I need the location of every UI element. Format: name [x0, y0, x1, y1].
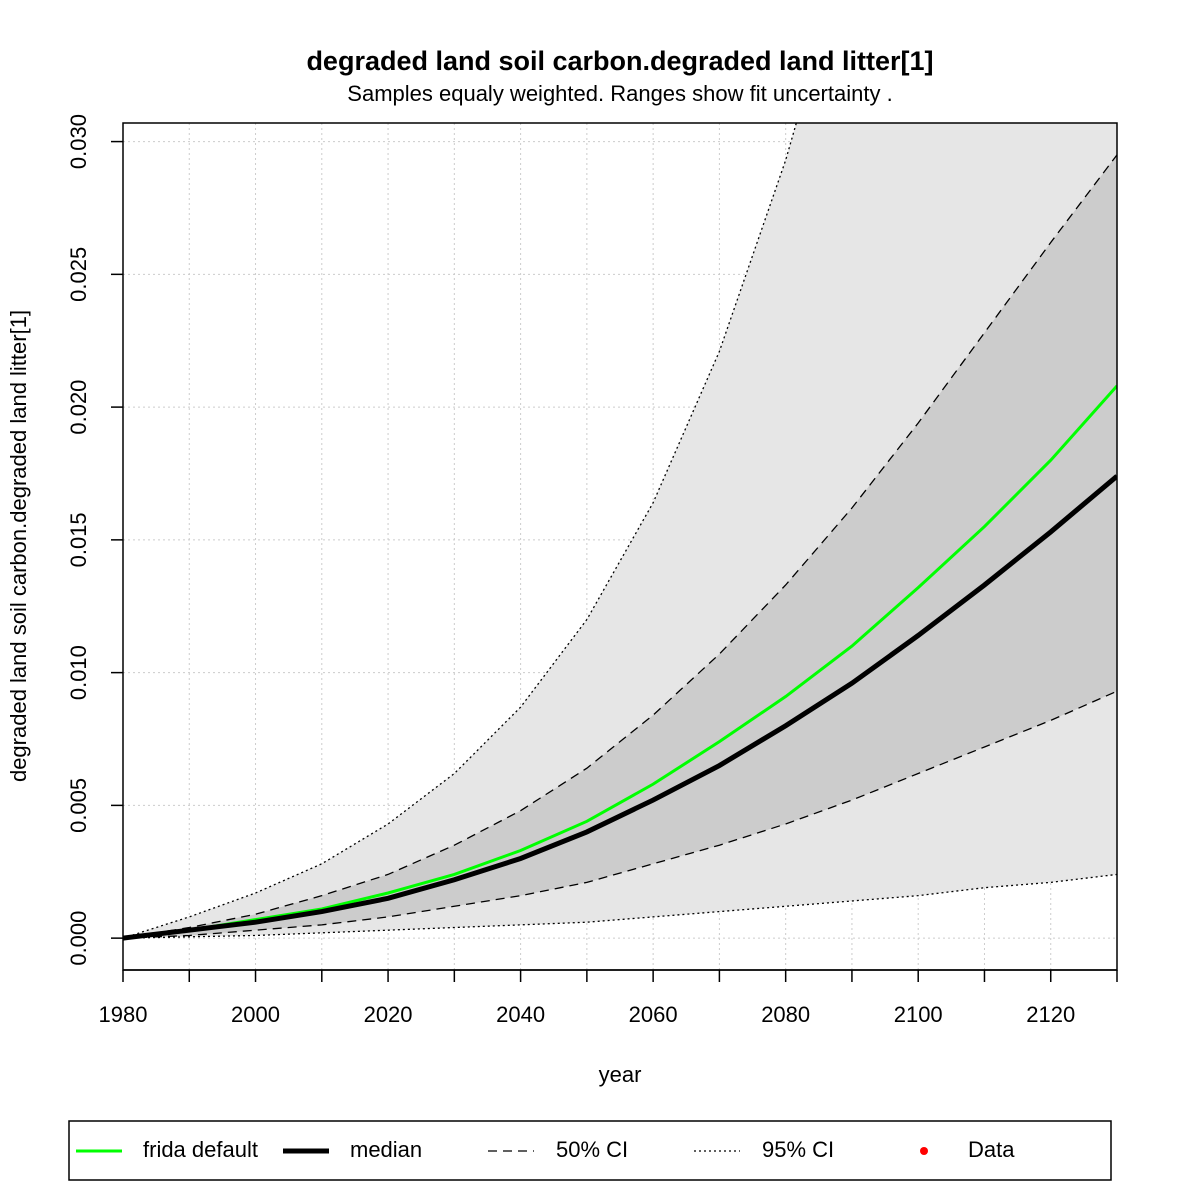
y-tick-label: 0.020 [66, 380, 91, 435]
x-tick-label: 2020 [364, 1002, 413, 1027]
y-tick-label: 0.025 [66, 247, 91, 302]
legend-box [68, 1120, 1112, 1181]
y-tick-label: 0.005 [66, 778, 91, 833]
x-tick-label: 2100 [894, 1002, 943, 1027]
y-tick-label: 0.000 [66, 911, 91, 966]
legend-label: 50% CI [556, 1137, 628, 1162]
x-tick-label: 2060 [629, 1002, 678, 1027]
x-tick-label: 2080 [761, 1002, 810, 1027]
x-tick-label: 2120 [1026, 1002, 1075, 1027]
y-tick-label: 0.030 [66, 114, 91, 169]
ci-band [123, 154, 1117, 939]
plot-frame [122, 122, 1118, 971]
y-tick-label: 0.015 [66, 512, 91, 567]
legend-swatch [920, 1147, 928, 1155]
legend-label: 95% CI [762, 1137, 834, 1162]
y-tick-label: 0.010 [66, 645, 91, 700]
ci-line [123, 690, 1117, 939]
ci-line [123, 123, 798, 939]
legend-label: frida default [143, 1137, 258, 1162]
ci-line [123, 154, 1117, 939]
plot-area [123, 123, 1117, 970]
legend: frida default median 50% CI 95% CI Data [68, 1120, 1112, 1181]
x-tick-label: 2000 [231, 1002, 280, 1027]
legend-label: median [350, 1137, 422, 1162]
series-line [123, 474, 1117, 941]
series-line [123, 384, 1117, 940]
ci-line [123, 873, 1117, 939]
chart-subtitle: Samples equaly weighted. Ranges show fit… [347, 81, 892, 106]
x-tick-label: 2040 [496, 1002, 545, 1027]
chart-title: degraded land soil carbon.degraded land … [306, 46, 933, 76]
x-tick-label: 1980 [99, 1002, 148, 1027]
x-axis-label: year [599, 1062, 642, 1087]
y-axis-label: degraded land soil carbon.degraded land … [6, 310, 31, 782]
legend-label: Data [968, 1137, 1015, 1162]
